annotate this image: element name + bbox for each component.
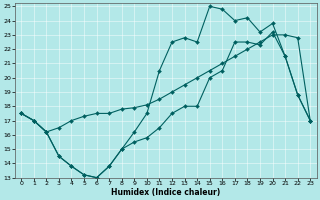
X-axis label: Humidex (Indice chaleur): Humidex (Indice chaleur) — [111, 188, 220, 197]
